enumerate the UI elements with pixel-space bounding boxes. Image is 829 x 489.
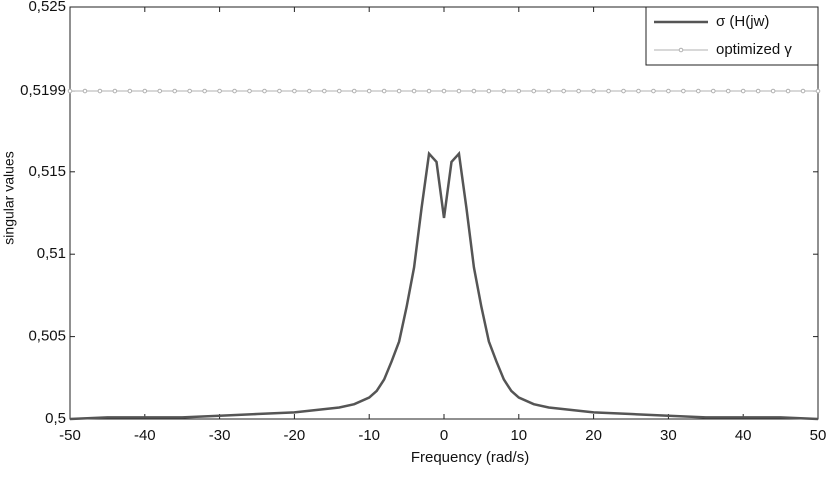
series-marker [157,88,163,94]
series-marker [696,88,701,94]
series-marker [785,88,791,94]
y-axis-label: singular values [1,151,17,244]
x-tick-label: 0 [440,427,448,444]
y-tick-label: 0,5199 [20,82,66,99]
series-marker [471,88,477,94]
series-marker [725,88,731,94]
series-marker [456,88,462,94]
series-marker [202,88,207,94]
series-marker [516,88,522,94]
series-marker [142,88,148,94]
series-marker [636,88,641,94]
series-marker [217,88,222,94]
y-tick-label: 0,525 [28,0,66,15]
series-marker [681,88,686,94]
series-marker [381,88,387,94]
x-tick-label: 50 [810,427,827,444]
series-marker [187,88,192,94]
series-marker [112,88,118,94]
series-marker [486,88,492,94]
series-marker [651,88,656,94]
y-tick-label: 0,51 [37,245,66,262]
x-tick-label: -20 [284,427,306,444]
series-line [69,150,819,421]
series-marker [710,88,716,94]
series-marker [292,88,297,94]
series-marker [82,88,88,94]
x-tick-label: -50 [59,427,81,444]
x-axis-label: Frequency (rad/s) [411,449,529,466]
legend-box [645,6,819,66]
series-marker [591,88,596,94]
series-marker [366,88,372,94]
legend-label: optimized γ [716,41,792,58]
series-marker [441,88,447,94]
series-marker [232,88,237,94]
series-marker [247,88,252,94]
series-marker [561,88,566,94]
series-marker [411,88,417,94]
series-marker [501,88,507,94]
y-tick-label: 0,515 [28,163,66,180]
series-marker [755,88,761,94]
series-marker [546,88,552,94]
series-marker [97,88,103,94]
series-marker [576,88,581,94]
series-marker [770,88,776,94]
series-marker [815,88,821,94]
y-tick-label: 0,5 [45,410,66,427]
series-marker [351,88,357,94]
series-marker [396,88,402,94]
series-marker [67,88,73,94]
x-tick-label: -10 [358,427,380,444]
x-tick-label: -30 [209,427,231,444]
legend-marker [678,47,684,53]
x-tick-label: 20 [585,427,602,444]
legend-label: σ (H(jw) [716,13,769,30]
x-tick-label: -40 [134,427,156,444]
series-marker [262,88,267,94]
series-marker [621,88,626,94]
series-marker [426,88,432,94]
series-marker [307,88,312,94]
x-tick-label: 40 [735,427,752,444]
series-marker [336,88,342,94]
series-marker [666,88,671,94]
x-tick-label: 10 [510,427,527,444]
y-tick-label: 0,505 [28,328,66,345]
series-marker [606,88,611,94]
x-tick-label: 30 [660,427,677,444]
series-marker [127,88,133,94]
series-marker [322,88,327,94]
series-marker [277,88,282,94]
series-marker [800,88,806,94]
series-marker [172,88,178,94]
series-marker [531,88,537,94]
series-marker [740,88,746,94]
